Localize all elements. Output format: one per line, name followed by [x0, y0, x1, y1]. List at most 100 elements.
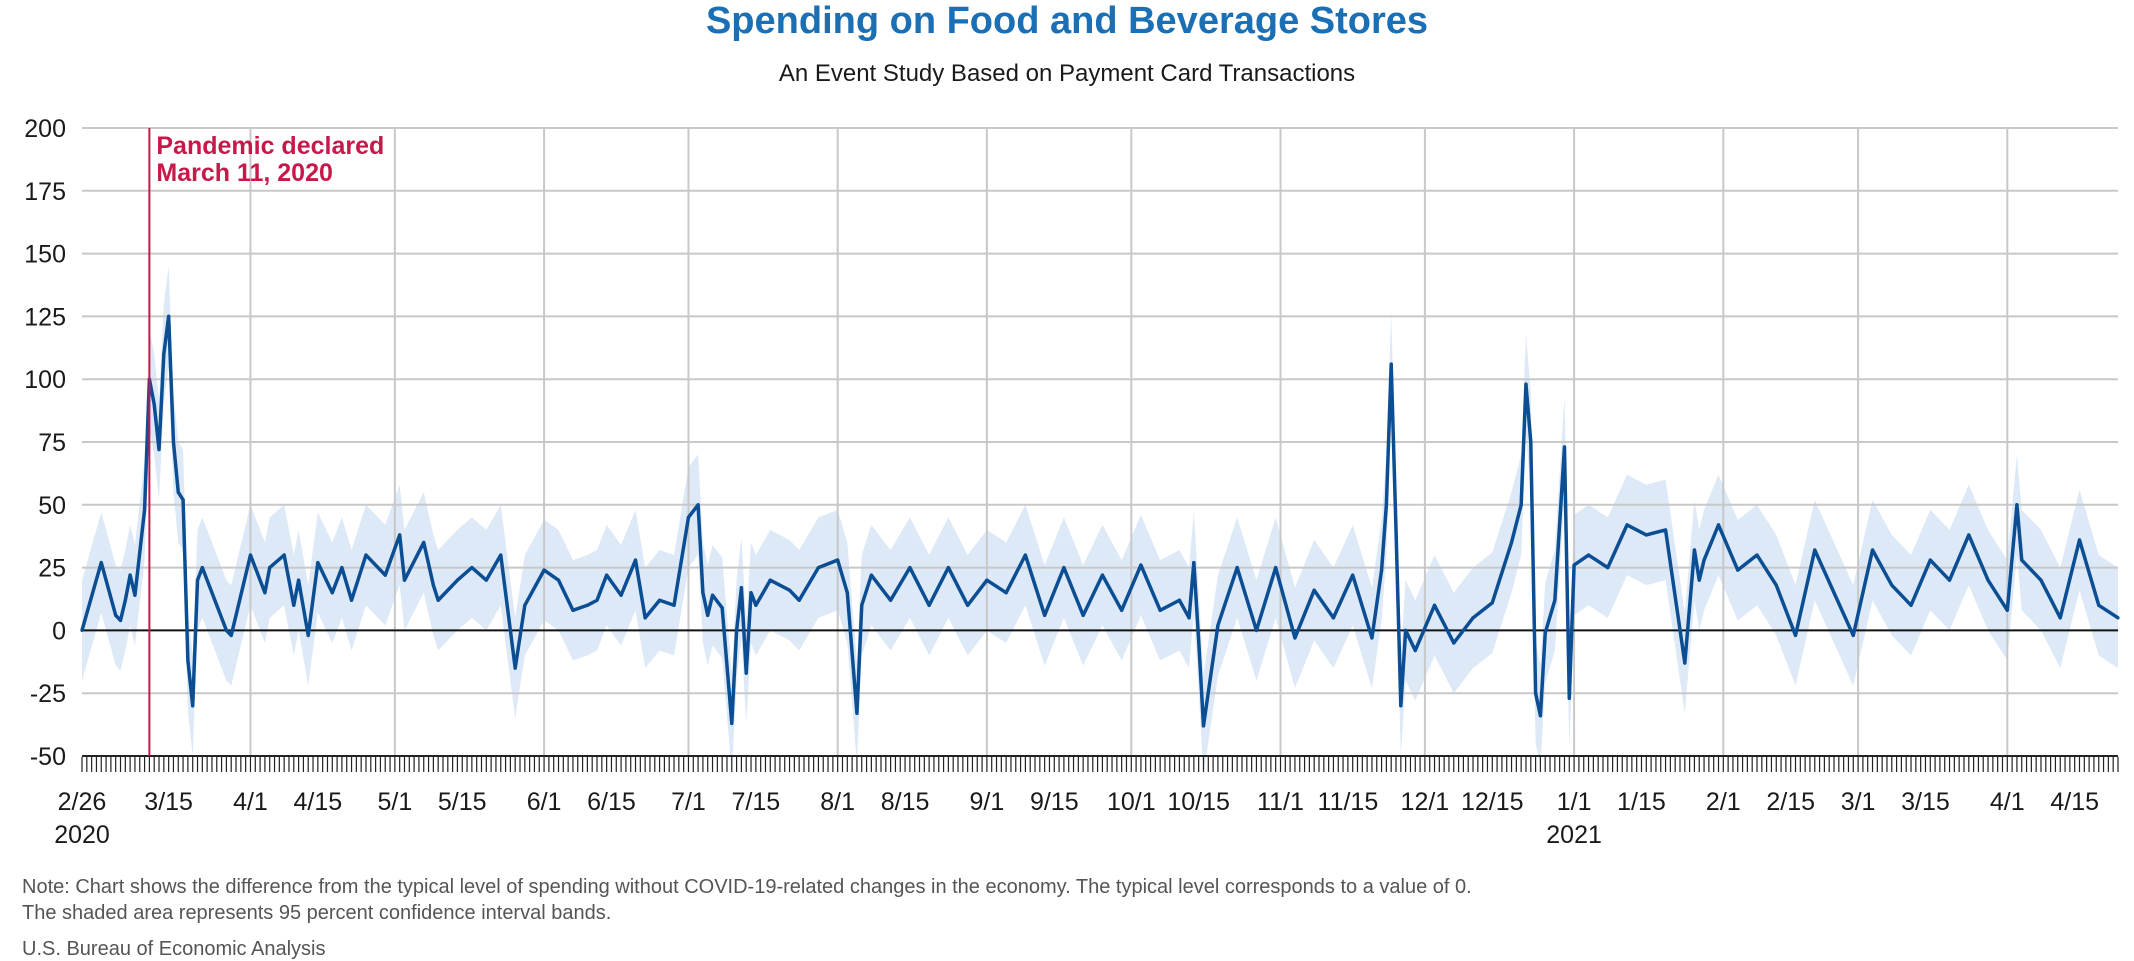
data-point [383, 573, 387, 577]
data-point [1452, 641, 1456, 645]
x-tick-label: 3/1 [1841, 788, 1876, 816]
data-point [633, 558, 638, 562]
x-tick-label: 10/1 [1107, 788, 1156, 816]
data-point [1139, 563, 1143, 567]
x-tick-label: 8/15 [881, 788, 930, 816]
data-point [186, 658, 190, 663]
y-tick-label: 100 [24, 366, 66, 394]
data-point [1413, 648, 1417, 653]
data-point [1100, 573, 1105, 577]
data-point [710, 593, 715, 597]
data-point [118, 618, 123, 622]
data-point [181, 498, 185, 502]
data-point [268, 566, 272, 570]
x-tick-label: 3/15 [1901, 788, 1950, 816]
data-point [1813, 548, 1817, 552]
y-tick-label: 200 [24, 115, 66, 143]
y-tick-label: 175 [24, 178, 66, 206]
data-point [80, 628, 84, 633]
data-point [1004, 591, 1008, 595]
data-point [263, 591, 267, 595]
data-point [744, 671, 748, 675]
data-point [1736, 568, 1740, 572]
data-point [1967, 533, 1971, 537]
x-tick-label: 7/15 [732, 788, 781, 816]
data-point [2039, 578, 2043, 582]
data-point [1909, 603, 1913, 607]
data-point [503, 591, 508, 595]
data-point [836, 558, 840, 562]
data-point [2015, 503, 2019, 507]
data-point [1625, 523, 1629, 527]
y-tick-label: -50 [30, 743, 66, 771]
data-point [1023, 553, 1027, 557]
data-point [1404, 628, 1408, 633]
data-point [1606, 566, 1610, 570]
data-point [123, 598, 127, 602]
data-point [1187, 616, 1191, 620]
chart-note-line-1: Note: Chart shows the difference from th… [22, 876, 1472, 898]
data-point [1394, 528, 1398, 532]
x-tick-label: 5/15 [438, 788, 487, 816]
data-point [739, 586, 744, 590]
data-point [1274, 566, 1278, 570]
y-tick-label: 75 [38, 429, 66, 457]
data-point [735, 628, 739, 633]
data-point [768, 578, 772, 582]
data-point [605, 573, 609, 577]
data-point [1870, 548, 1875, 552]
data-point [1697, 578, 1701, 582]
x-tick-label: 4/1 [233, 788, 268, 816]
data-point [499, 553, 503, 557]
data-point [431, 583, 435, 587]
data-point [1793, 633, 1798, 638]
x-year-label: 2021 [1546, 821, 1602, 849]
data-point [1572, 563, 1576, 567]
data-point [720, 606, 724, 610]
data-point [523, 603, 527, 607]
x-tick-label: 5/1 [377, 788, 412, 816]
x-tick-label: 11/15 [1318, 788, 1379, 816]
data-point [1890, 583, 1894, 587]
x-tick-label: 7/1 [671, 788, 706, 816]
data-point [1533, 691, 1538, 695]
x-tick-label: 12/15 [1461, 788, 1524, 816]
data-point [1538, 714, 1543, 718]
data-point [1331, 616, 1336, 620]
x-tick-label: 4/15 [294, 788, 343, 816]
data-point [1177, 598, 1182, 602]
data-point [470, 566, 474, 570]
data-point [224, 628, 228, 633]
data-point [176, 490, 180, 494]
data-point [1928, 558, 1932, 562]
data-point [542, 568, 546, 572]
data-point [706, 613, 710, 617]
y-tick-label: 0 [52, 617, 66, 645]
data-point [2116, 616, 2120, 620]
confidence-band [82, 266, 2118, 777]
data-point [946, 566, 950, 570]
data-point [1562, 445, 1567, 449]
data-point [349, 598, 354, 602]
data-point [1519, 503, 1523, 507]
data-point [157, 447, 161, 452]
data-point [133, 593, 137, 597]
x-tick-label: 10/15 [1167, 788, 1230, 816]
data-point [1851, 633, 1855, 638]
data-point [556, 578, 561, 582]
x-tick-label: 12/1 [1401, 788, 1450, 816]
data-point [1755, 553, 1759, 557]
x-tick-label: 6/1 [527, 788, 562, 816]
data-point [1663, 528, 1668, 532]
data-point [402, 578, 407, 582]
data-point [316, 560, 320, 565]
data-point [2097, 603, 2101, 607]
data-point [1692, 548, 1697, 552]
x-tick-label: 6/15 [587, 788, 636, 816]
data-point [860, 603, 864, 607]
data-point [657, 598, 662, 602]
data-point [128, 573, 132, 577]
data-point [2058, 616, 2062, 620]
data-point [2005, 608, 2009, 612]
